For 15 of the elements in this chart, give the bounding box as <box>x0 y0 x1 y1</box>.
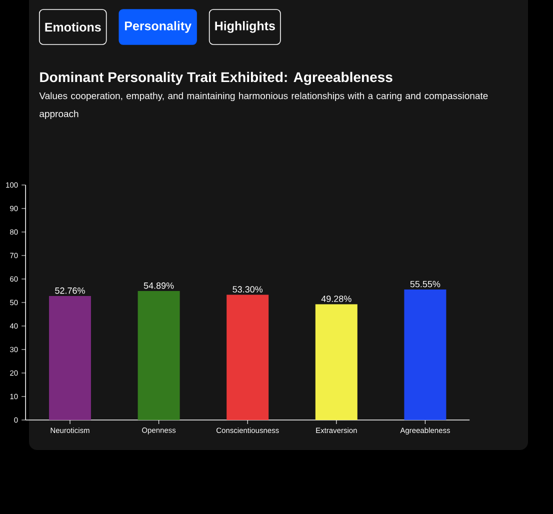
bar <box>226 294 269 420</box>
bar <box>49 296 91 420</box>
chart-title: Dominant Personality Trait Exhibited: Agreeableness <box>40 72 392 85</box>
data-label: 55.55% <box>410 280 440 288</box>
text: Highlights <box>215 21 275 33</box>
text: Personality <box>124 21 192 33</box>
text: Emotions <box>45 22 101 32</box>
bar <box>138 291 180 420</box>
chart-subtitle: Values cooperation, empathy, and maintaining harmonious relationships with a caring and compassionate approach <box>39 92 488 120</box>
data-label: 53.30% <box>232 286 263 293</box>
data-label: 52.76% <box>55 287 85 294</box>
bar <box>315 304 358 420</box>
data-label: 49.28% <box>321 296 352 302</box>
bar <box>404 289 446 420</box>
data-label: 54.89% <box>144 282 174 289</box>
